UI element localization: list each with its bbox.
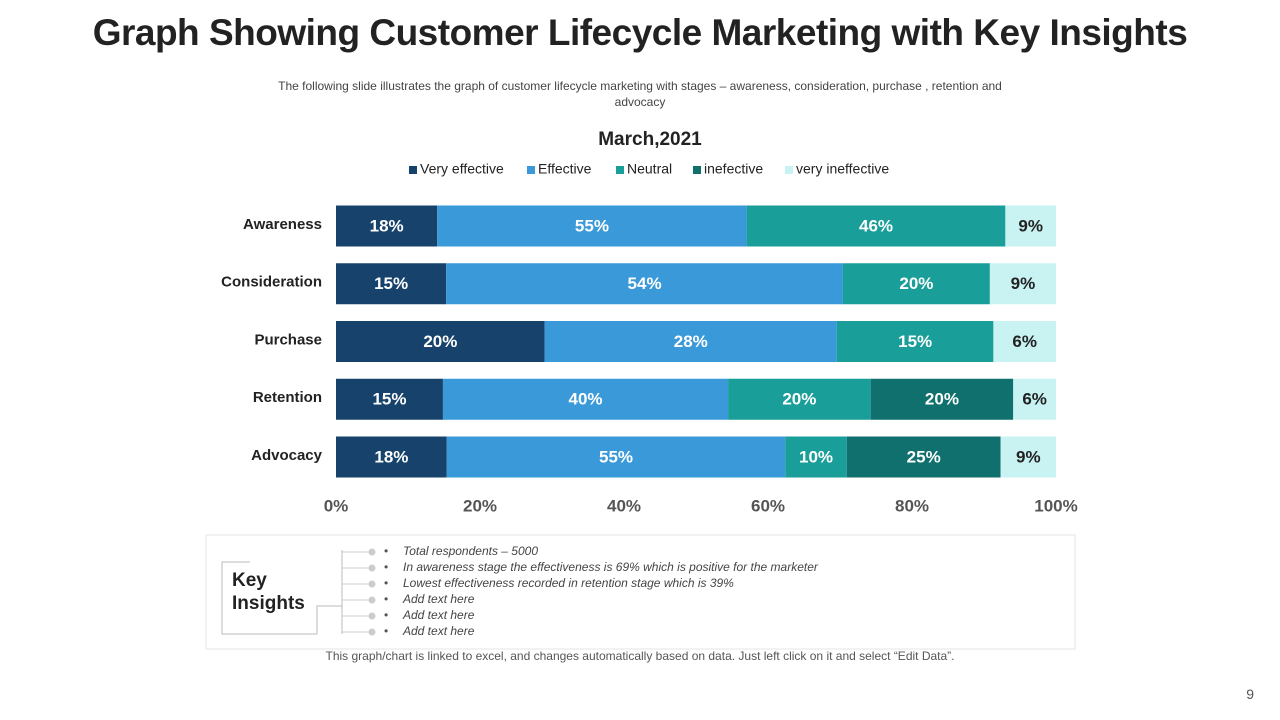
data-label: 20% [925, 390, 959, 409]
bar-segment [1000, 436, 1056, 478]
legend-swatch [616, 166, 624, 174]
bar-segment [989, 263, 1056, 305]
bar-segment [336, 321, 545, 362]
data-label: 18% [370, 216, 404, 235]
data-label: 10% [799, 447, 833, 466]
bullet: • [384, 608, 388, 622]
key-frame [221, 561, 342, 635]
data-label: 28% [674, 332, 708, 351]
legend-label: very ineffective [796, 161, 889, 177]
data-label: 20% [899, 274, 933, 293]
data-label: 9% [1011, 274, 1036, 293]
legend-swatch [527, 166, 535, 174]
insights-heading: Key Insights [232, 570, 305, 614]
subtitle: The following slide illustrates the grap… [278, 79, 1002, 109]
insight: Add text here [402, 592, 475, 606]
bar-segment [336, 436, 447, 478]
bar-segment [336, 263, 447, 305]
bullet-node [368, 596, 376, 604]
slide-title: Graph Showing Customer Lifecycle Marketi… [92, 12, 1188, 53]
bar-segment [446, 436, 786, 478]
bar-segment [544, 321, 837, 362]
footnote: This graph/chart is linked to excel, and… [325, 649, 955, 663]
data-label: 15% [898, 332, 932, 351]
bullet: • [384, 544, 388, 558]
legend-label: Effective [538, 161, 592, 177]
data-label: 6% [1022, 390, 1047, 409]
bar-segment [336, 205, 438, 247]
bar-segment [336, 378, 443, 420]
insight: Total respondents – 5000 [403, 544, 538, 558]
bar-segment [993, 321, 1056, 362]
x-tick-label: 20% [463, 496, 497, 515]
data-label: 15% [374, 274, 408, 293]
data-label: 18% [374, 447, 408, 466]
data-label: 54% [628, 274, 662, 293]
insights-box [205, 534, 1076, 650]
bar-segment [437, 205, 747, 247]
y-tick-label: Retention [253, 389, 322, 406]
data-label: 9% [1018, 216, 1043, 235]
bullet-node [368, 628, 376, 636]
legend-label: Very effective [420, 161, 504, 177]
bar-segment [870, 378, 1014, 420]
bar-segment [785, 436, 847, 478]
data-label: 20% [423, 332, 457, 351]
bar-segment [1013, 378, 1056, 420]
bar-segment [746, 205, 1006, 247]
bar-segment [728, 378, 871, 420]
bar-segment [442, 378, 729, 420]
legend-swatch [785, 166, 793, 174]
bullet-node [368, 580, 376, 588]
data-label: 55% [599, 447, 633, 466]
data-label: 15% [372, 390, 406, 409]
bullet: • [384, 624, 388, 638]
bullet-node [368, 564, 376, 572]
bar-segment [446, 263, 843, 305]
insight: Add text here [402, 608, 475, 622]
insight: Lowest effectiveness recorded in retenti… [403, 576, 734, 590]
insight: Add text here [402, 624, 475, 638]
x-tick-label: 0% [324, 496, 349, 515]
y-tick-label: Consideration [221, 274, 322, 291]
x-tick-label: 60% [751, 496, 785, 515]
bar-segment [1005, 205, 1056, 247]
data-label: 40% [568, 390, 602, 409]
y-tick-label: Advocacy [251, 447, 323, 464]
bullet-node [368, 612, 376, 620]
legend-swatch [409, 166, 417, 174]
x-tick-label: 80% [895, 496, 929, 515]
data-label: 9% [1016, 447, 1041, 466]
y-tick-label: Purchase [254, 331, 322, 348]
bar-segment [836, 321, 994, 362]
bullet-node [368, 548, 376, 556]
bar-segment [842, 263, 990, 305]
data-label: 46% [859, 216, 893, 235]
bullet: • [384, 560, 388, 574]
data-label: 6% [1012, 332, 1037, 351]
insight: In awareness stage the effectiveness is … [403, 560, 819, 574]
bullet: • [384, 592, 388, 606]
bullet: • [384, 576, 388, 590]
y-tick-label: Awareness [243, 216, 322, 233]
x-tick-label: 40% [607, 496, 641, 515]
data-label: 55% [575, 216, 609, 235]
data-label: 20% [782, 390, 816, 409]
bar-segment [846, 436, 1001, 478]
x-tick-label: 100% [1034, 496, 1077, 515]
page-number: 9 [1246, 686, 1254, 702]
legend-label: inefective [704, 161, 763, 177]
chart-title: March,2021 [598, 129, 702, 150]
data-label: 25% [907, 447, 941, 466]
legend-swatch [693, 166, 701, 174]
legend-label: Neutral [627, 161, 672, 177]
